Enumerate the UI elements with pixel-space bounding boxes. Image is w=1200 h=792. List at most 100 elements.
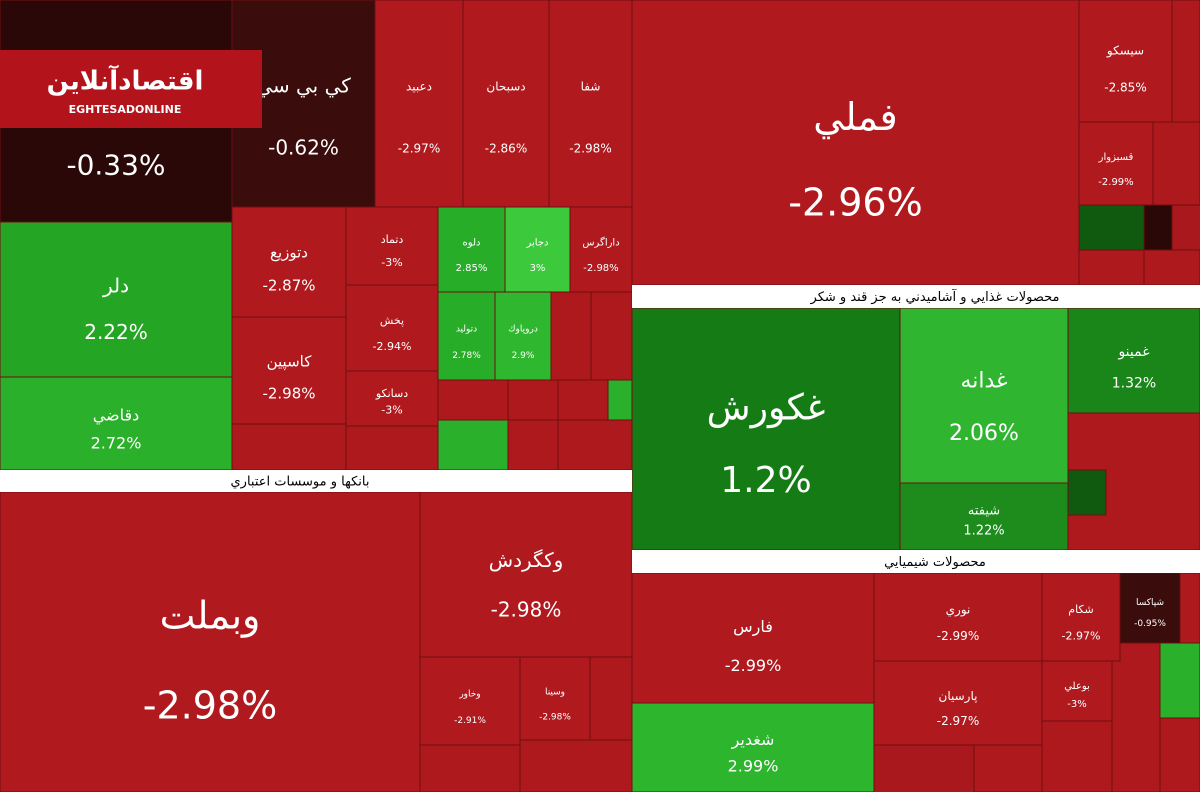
small-tile bbox=[973, 744, 1043, 792]
tile-change: 2.78% bbox=[452, 351, 481, 361]
tile: وسينا -2.98% bbox=[519, 656, 591, 741]
tile-name: دعبيد bbox=[406, 79, 432, 93]
small-tile bbox=[1078, 249, 1145, 286]
tile-box bbox=[419, 491, 633, 658]
tile-change: -2.94% bbox=[373, 340, 412, 353]
small-tile bbox=[607, 379, 633, 421]
tile-box bbox=[231, 206, 347, 318]
small-tile bbox=[1179, 572, 1200, 644]
tile-box bbox=[519, 656, 591, 741]
tile-box bbox=[462, 0, 550, 208]
small-tile bbox=[1159, 642, 1200, 719]
tile-box bbox=[1041, 572, 1121, 662]
tile-name: فارس bbox=[733, 617, 773, 637]
tile-box bbox=[437, 291, 496, 381]
small-tile bbox=[1111, 642, 1161, 792]
small-tile bbox=[231, 423, 347, 471]
tile-name: قسبزوار bbox=[1098, 152, 1134, 163]
sector-banner bbox=[0, 470, 632, 492]
tile-box bbox=[548, 0, 633, 208]
small-tile bbox=[557, 419, 633, 471]
tile-box bbox=[345, 206, 439, 286]
tile-name: وكگردش bbox=[489, 548, 564, 572]
tile: شيفته 1.22% bbox=[899, 482, 1069, 551]
tile: غدانه 2.06% bbox=[899, 307, 1069, 484]
sector-banner bbox=[632, 550, 1200, 573]
tile-box bbox=[1078, 0, 1173, 123]
tile: نوري -2.99% bbox=[873, 572, 1043, 662]
tile-change: 2.9% bbox=[512, 351, 535, 361]
filler-tiles bbox=[231, 0, 1200, 792]
small-tile bbox=[1152, 121, 1200, 206]
tile-box bbox=[345, 284, 439, 372]
tile: كاسپين -2.98% bbox=[231, 316, 347, 425]
tile-change: -3% bbox=[381, 404, 402, 417]
tile: بوعلي -3% bbox=[1041, 660, 1113, 722]
small-tile bbox=[589, 656, 633, 741]
tile-change: 2.72% bbox=[91, 433, 142, 452]
tile-change: 1.22% bbox=[963, 524, 1004, 539]
small-tile bbox=[1041, 720, 1113, 792]
tile-change: -2.91% bbox=[454, 716, 486, 726]
small-tile bbox=[507, 379, 559, 421]
tile-name: دجابر bbox=[526, 238, 549, 249]
small-tile bbox=[557, 379, 609, 421]
tile-name: دلوه bbox=[463, 238, 481, 249]
tile-name: دروپاوك bbox=[508, 324, 538, 334]
tile-change: -2.98% bbox=[569, 142, 611, 156]
tile: غمينو 1.32% bbox=[1067, 307, 1200, 414]
tile-box bbox=[569, 206, 633, 293]
tile-box bbox=[494, 291, 552, 381]
tile: فارس -2.99% bbox=[631, 572, 875, 704]
tile: پخش -2.94% bbox=[345, 284, 439, 372]
tile-name: دسانكو bbox=[375, 387, 408, 400]
sector-label: محصولات شيميايي bbox=[884, 555, 986, 570]
tile-box bbox=[899, 307, 1069, 484]
logo-box bbox=[0, 50, 262, 128]
tile-name: كاسپين bbox=[267, 352, 313, 371]
tile-name: فملي bbox=[813, 95, 897, 139]
tile-box bbox=[345, 370, 439, 427]
small-tile bbox=[345, 425, 439, 471]
small-tile bbox=[1143, 204, 1173, 251]
tile-name: دقاضي bbox=[93, 406, 140, 426]
tile-box bbox=[374, 0, 464, 208]
tile-change: -0.95% bbox=[1134, 619, 1166, 629]
tile-box bbox=[631, 307, 901, 551]
tile: دجابر 3% bbox=[504, 206, 571, 293]
tile: دروپاوك 2.9% bbox=[494, 291, 552, 381]
tile-change: -2.87% bbox=[262, 277, 315, 295]
tile-name: شغدير bbox=[731, 730, 775, 750]
small-tile bbox=[1067, 469, 1107, 516]
tile: پارسيان -2.97% bbox=[873, 660, 1043, 746]
tile: دتوزيع -2.87% bbox=[231, 206, 347, 318]
tile-change: 2.99% bbox=[728, 757, 779, 776]
small-tile bbox=[590, 291, 633, 381]
tile-name: دتوليد bbox=[456, 324, 477, 334]
tile-box bbox=[1041, 660, 1113, 722]
tile-name: كي بي سي bbox=[256, 73, 351, 98]
tile-name: دتماد bbox=[381, 233, 404, 246]
small-tile bbox=[1171, 0, 1200, 123]
tile: شپاكسا -0.95% bbox=[1119, 572, 1181, 644]
tile-change: -2.99% bbox=[1098, 177, 1133, 188]
tile-name: شكام bbox=[1068, 603, 1093, 616]
tile-name: غمينو bbox=[1117, 344, 1149, 360]
tile-change: -2.97% bbox=[398, 142, 440, 156]
tile: وكگردش -2.98% bbox=[419, 491, 633, 658]
tile-name: داراگرس bbox=[582, 237, 619, 249]
tile: قسبزوار -2.99% bbox=[1078, 121, 1154, 206]
tile: شغدير 2.99% bbox=[631, 702, 875, 792]
small-tile bbox=[437, 379, 509, 421]
tile-box bbox=[631, 702, 875, 792]
tile-change: -2.86% bbox=[485, 142, 527, 156]
tile-change: 3% bbox=[530, 263, 546, 274]
tile-box bbox=[899, 482, 1069, 551]
tile-change: -2.99% bbox=[937, 629, 979, 643]
small-tile bbox=[1078, 204, 1145, 251]
tile-name: وبملت bbox=[160, 594, 261, 639]
tile-name: غكورش bbox=[707, 388, 826, 429]
tile: دعبيد -2.97% bbox=[374, 0, 464, 208]
tile-name: شيفته bbox=[968, 504, 1000, 519]
logo-subtitle: EGHTESADONLINE bbox=[69, 103, 182, 116]
